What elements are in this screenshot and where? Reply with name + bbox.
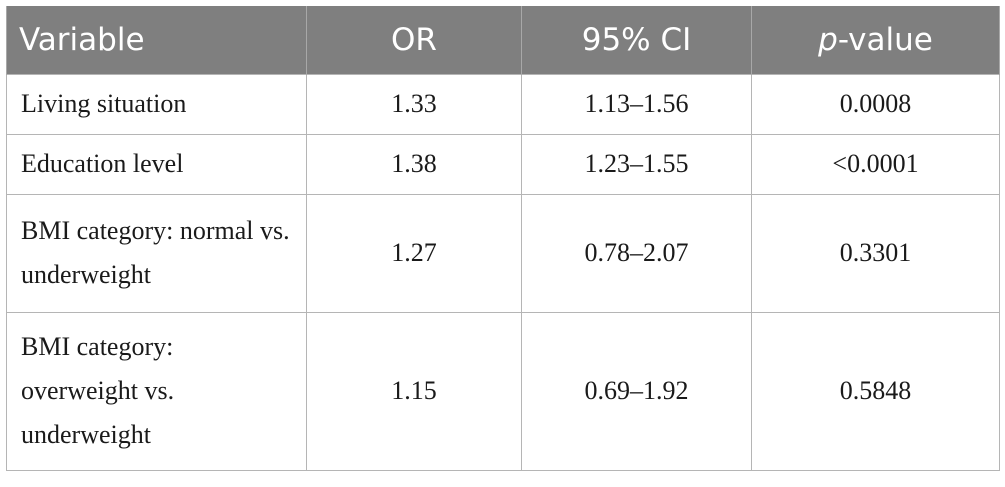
cell-or: 1.38 <box>306 133 522 195</box>
odds-ratio-table: Variable OR 95% CI p-value Living situat… <box>6 6 1000 471</box>
table-header: Variable OR 95% CI p-value <box>6 6 1000 74</box>
cell-variable: BMI category: normal vs. underweight <box>6 193 307 313</box>
cell-variable: BMI category: overweight vs. underweight <box>6 311 307 471</box>
cell-ci: 1.13–1.56 <box>521 73 752 135</box>
header-p-rest: -value <box>837 21 933 58</box>
cell-variable: Living situation <box>6 73 307 135</box>
header-p-value: p-value <box>751 6 1000 74</box>
cell-p-value: <0.0001 <box>751 133 1000 195</box>
table-body: Living situation 1.33 1.13–1.56 0.0008 E… <box>6 73 1000 471</box>
header-p-italic: p <box>818 21 838 58</box>
table-row: BMI category: overweight vs. underweight… <box>6 311 1000 471</box>
table-row: Education level 1.38 1.23–1.55 <0.0001 <box>6 133 1000 195</box>
cell-or: 1.33 <box>306 73 522 135</box>
table-row: BMI category: normal vs. underweight 1.2… <box>6 193 1000 313</box>
cell-ci: 1.23–1.55 <box>521 133 752 195</box>
cell-p-value: 0.5848 <box>751 311 1000 471</box>
header-or: OR <box>306 6 522 74</box>
cell-ci: 0.78–2.07 <box>521 193 752 313</box>
cell-or: 1.15 <box>306 311 522 471</box>
cell-ci: 0.69–1.92 <box>521 311 752 471</box>
cell-variable: Education level <box>6 133 307 195</box>
cell-p-value: 0.3301 <box>751 193 1000 313</box>
header-ci: 95% CI <box>521 6 752 74</box>
header-variable: Variable <box>6 6 307 74</box>
table-row: Living situation 1.33 1.13–1.56 0.0008 <box>6 73 1000 135</box>
cell-p-value: 0.0008 <box>751 73 1000 135</box>
cell-or: 1.27 <box>306 193 522 313</box>
header-row: Variable OR 95% CI p-value <box>6 6 1000 74</box>
